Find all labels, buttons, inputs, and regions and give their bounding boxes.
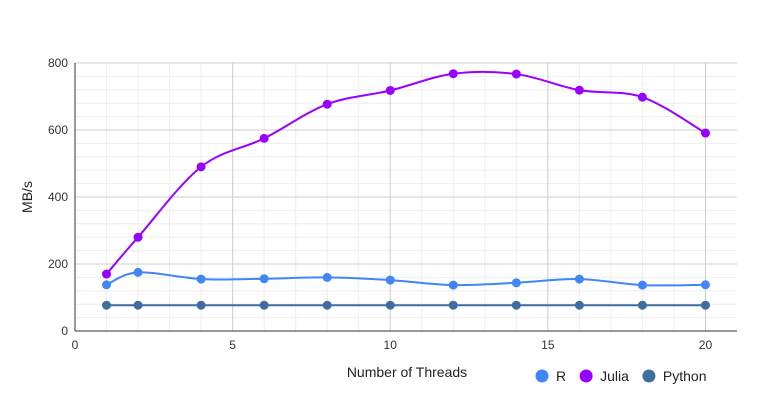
data-point-r [322, 272, 332, 282]
major-gridlines [75, 62, 737, 331]
legend-label-python: Python [663, 368, 707, 384]
data-point-python [574, 300, 584, 310]
legend-label-julia: Julia [600, 368, 629, 384]
x-tick-label: 10 [384, 338, 398, 352]
data-point-python [259, 300, 269, 310]
x-tick-labels: 0 5 10 15 20 [72, 338, 713, 352]
y-tick-label: 800 [48, 56, 68, 70]
data-point-r [102, 280, 112, 290]
data-point-python [322, 300, 332, 310]
x-tick-label: 20 [699, 338, 713, 352]
data-point-python [385, 300, 395, 310]
y-tick-labels: 0 200 400 600 800 [48, 56, 68, 338]
data-point-julia [574, 85, 584, 95]
series-points [102, 69, 710, 310]
data-point-julia [511, 69, 521, 79]
x-tick-label: 0 [72, 338, 79, 352]
data-point-python [448, 300, 458, 310]
legend-marker-julia [579, 369, 593, 383]
axes [74, 63, 737, 332]
legend-marker-r [535, 369, 549, 383]
y-tick-label: 200 [48, 257, 68, 271]
data-point-julia [259, 133, 269, 143]
data-point-julia [637, 92, 647, 102]
data-point-julia [102, 269, 112, 279]
data-point-r [448, 280, 458, 290]
x-axis-title: Number of Threads [347, 364, 467, 380]
y-axis-title: MB/s [19, 181, 35, 213]
series-line-r [106, 271, 706, 287]
legend-label-r: R [556, 368, 566, 384]
data-point-julia [322, 99, 332, 109]
x-tick-label: 5 [229, 338, 236, 352]
data-point-julia [448, 69, 458, 79]
data-point-r [511, 278, 521, 288]
data-point-julia [196, 162, 206, 172]
y-tick-label: 600 [48, 123, 68, 137]
data-point-julia [385, 85, 395, 95]
data-point-r [196, 274, 206, 284]
data-point-r [574, 274, 584, 284]
data-point-python [700, 300, 710, 310]
x-tick-label: 15 [541, 338, 555, 352]
y-tick-label: 400 [48, 190, 68, 204]
legend-marker-python [642, 369, 656, 383]
data-point-r [637, 280, 647, 290]
data-point-python [196, 300, 206, 310]
series-line-julia [105, 70, 706, 275]
y-tick-label: 0 [61, 324, 68, 338]
data-point-r [133, 267, 143, 277]
legend: R Julia Python [535, 368, 707, 384]
data-point-python [133, 300, 143, 310]
series-lines [105, 70, 706, 307]
data-point-python [637, 300, 647, 310]
data-point-r [385, 275, 395, 285]
data-point-julia [133, 232, 143, 242]
data-point-julia [700, 128, 710, 138]
data-point-r [259, 274, 269, 284]
data-point-python [511, 300, 521, 310]
data-point-python [102, 300, 112, 310]
data-point-r [700, 280, 710, 290]
